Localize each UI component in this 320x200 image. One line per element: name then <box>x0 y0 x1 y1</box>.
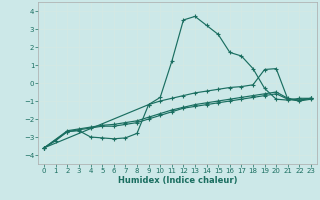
X-axis label: Humidex (Indice chaleur): Humidex (Indice chaleur) <box>118 176 237 185</box>
